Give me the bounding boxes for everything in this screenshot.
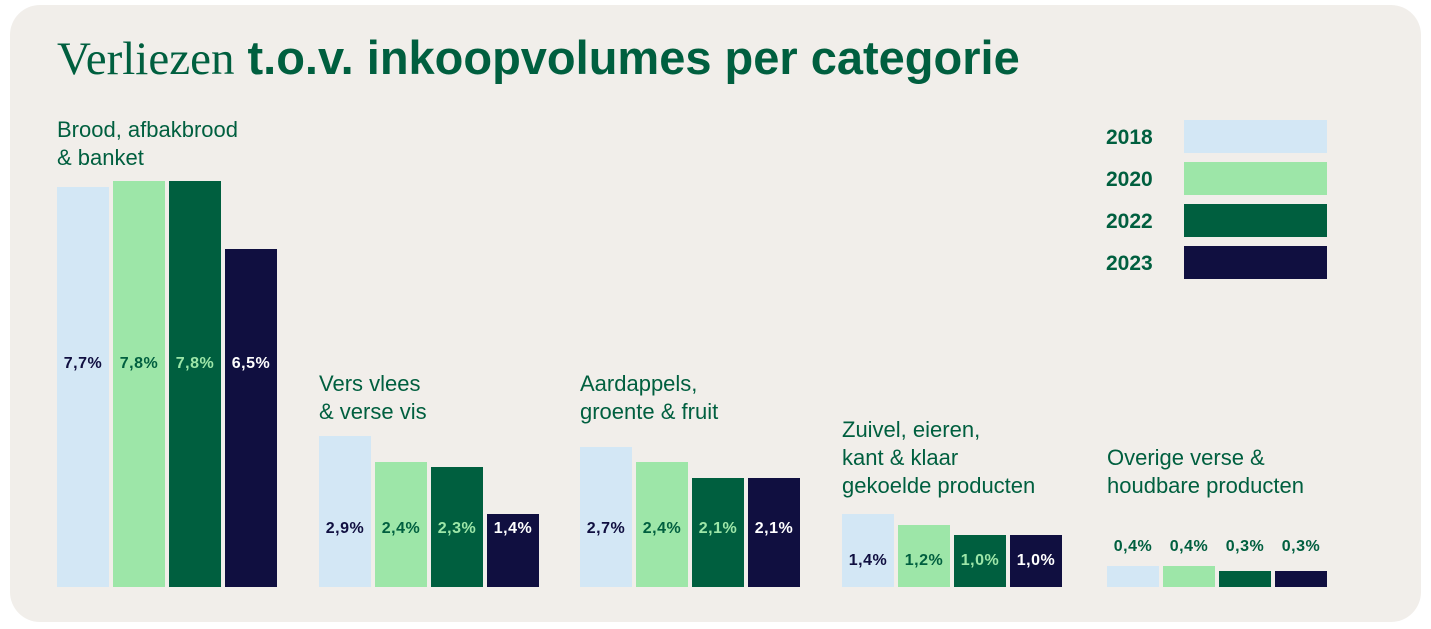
- bar-2018: [57, 187, 109, 587]
- data-label: 2,1%: [698, 520, 738, 537]
- data-label: 2,4%: [642, 520, 682, 537]
- data-label: 0,4%: [1113, 538, 1153, 555]
- data-label: 2,3%: [437, 520, 477, 537]
- bar-2023: [1275, 571, 1327, 587]
- chart-title-light: Verliezen: [57, 33, 235, 85]
- legend-label: 2018: [1106, 126, 1153, 149]
- category-label: Overige verse & houdbare producten: [1107, 445, 1304, 498]
- legend-label: 2022: [1106, 210, 1153, 233]
- data-label: 1,4%: [848, 552, 888, 569]
- data-label: 1,0%: [960, 552, 1000, 569]
- legend-label: 2023: [1106, 252, 1153, 275]
- chart-title-bold: t.o.v. inkoopvolumes per categorie: [247, 31, 1020, 84]
- category-label: Zuivel, eieren, kant & klaar gekoelde pr…: [842, 417, 1036, 498]
- bar-2018: [842, 514, 894, 587]
- legend-swatch: [1184, 120, 1327, 153]
- bar-2022: [954, 535, 1006, 587]
- bar-2023: [748, 478, 800, 587]
- data-label: 0,4%: [1169, 538, 1209, 555]
- chart-title: Verliezen t.o.v. inkoopvolumes per categ…: [57, 30, 1020, 86]
- category-label: Brood, afbakbrood & banket: [57, 117, 239, 170]
- bar-2020: [113, 181, 165, 587]
- bar-2020: [636, 462, 688, 587]
- data-label: 2,7%: [586, 520, 626, 537]
- data-label: 7,8%: [119, 355, 159, 372]
- bar-2020: [375, 462, 427, 587]
- data-label: 2,4%: [381, 520, 421, 537]
- bar-2022: [692, 478, 744, 587]
- legend-swatch: [1184, 162, 1327, 195]
- legend-label: 2020: [1106, 168, 1153, 191]
- bar-2020: [1163, 566, 1215, 587]
- bar-2023: [487, 514, 539, 587]
- data-label: 2,1%: [754, 520, 794, 537]
- bar-2020: [898, 525, 950, 587]
- data-label: 1,0%: [1016, 552, 1056, 569]
- bar-2018: [580, 447, 632, 587]
- bar-2018: [1107, 566, 1159, 587]
- category-label: Vers vlees & verse vis: [319, 371, 427, 424]
- data-label: 2,9%: [325, 520, 365, 537]
- bar-2022: [169, 181, 221, 587]
- bar-2022: [431, 467, 483, 587]
- bar-2023: [225, 249, 277, 587]
- data-label: 7,7%: [63, 355, 103, 372]
- legend-swatch: [1184, 246, 1327, 279]
- data-label: 0,3%: [1281, 538, 1321, 555]
- bar-2022: [1219, 571, 1271, 587]
- legend-swatch: [1184, 204, 1327, 237]
- data-label: 1,2%: [904, 552, 944, 569]
- bar-2023: [1010, 535, 1062, 587]
- category-label: Aardappels, groente & fruit: [580, 371, 719, 424]
- data-label: 0,3%: [1225, 538, 1265, 555]
- data-label: 6,5%: [231, 355, 271, 372]
- data-label: 1,4%: [493, 520, 533, 537]
- bar-2018: [319, 436, 371, 587]
- data-label: 7,8%: [175, 355, 215, 372]
